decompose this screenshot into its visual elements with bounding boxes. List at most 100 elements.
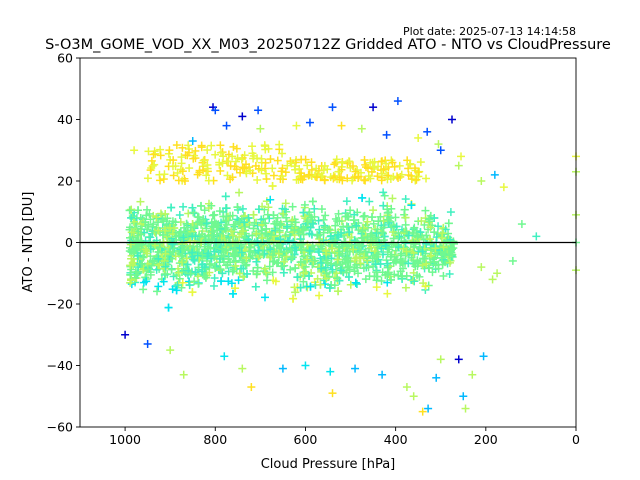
scatter-point [265, 262, 274, 271]
x-tick-label: 400 [384, 432, 408, 447]
scatter-point [430, 214, 439, 223]
scatter-point [228, 152, 237, 161]
scatter-point [226, 240, 235, 249]
scatter-point [138, 259, 147, 268]
scatter-point [316, 280, 325, 289]
scatter-point [217, 277, 226, 286]
scatter-point [141, 245, 150, 254]
scatter-point [281, 231, 290, 240]
scatter-point [361, 247, 370, 256]
y-tick-label: 40 [57, 112, 73, 127]
scatter-point [326, 367, 335, 376]
scatter-point [177, 283, 186, 292]
scatter-point [434, 222, 443, 231]
x-tick-label: 1000 [109, 432, 141, 447]
scatter-point [317, 264, 326, 273]
scatter-point [407, 253, 416, 262]
scatter-point [146, 270, 155, 279]
scatter-point [221, 223, 230, 232]
scatter-point [353, 237, 362, 246]
scatter-point [383, 289, 392, 298]
scatter-point [216, 265, 225, 274]
scatter-point [148, 161, 157, 170]
scatter-point [281, 199, 290, 208]
scatter-point [237, 155, 246, 164]
scatter-point [384, 269, 393, 278]
scatter-point [144, 265, 153, 274]
scatter-point [328, 103, 337, 112]
scatter-point [171, 252, 180, 261]
scatter-point [252, 229, 261, 238]
scatter-point [333, 274, 342, 283]
scatter-point [293, 273, 302, 282]
scatter-point [351, 278, 360, 287]
scatter-point [320, 221, 329, 230]
scatter-point [196, 201, 205, 210]
scatter-point [281, 232, 290, 241]
scatter-point [179, 233, 188, 242]
scatter-point [312, 173, 321, 182]
scatter-point [167, 265, 176, 274]
scatter-point [420, 254, 429, 263]
scatter-point [383, 259, 392, 268]
y-tick-label: −40 [47, 358, 73, 373]
scatter-point [259, 250, 268, 259]
scatter-point [442, 237, 451, 246]
scatter-point [426, 223, 435, 232]
scatter-point [210, 210, 219, 219]
scatter-point [221, 192, 230, 201]
scatter-point [184, 141, 193, 150]
scatter-point [308, 216, 317, 225]
scatter-point [425, 263, 434, 272]
scatter-point [229, 142, 238, 151]
scatter-point [355, 241, 364, 250]
scatter-point [218, 269, 227, 278]
scatter-point [345, 265, 354, 274]
scatter-point [179, 202, 188, 211]
scatter-point [188, 203, 197, 212]
scatter-point [360, 211, 369, 220]
scatter-point [175, 228, 184, 237]
scatter-point [306, 282, 315, 291]
chart-title: S-O3M_GOME_VOD_XX_M03_20250712Z Gridded … [45, 37, 611, 53]
scatter-point [181, 176, 190, 185]
scatter-point [130, 146, 139, 155]
scatter-point [297, 240, 306, 249]
scatter-point [210, 247, 219, 256]
scatter-point [143, 339, 152, 348]
scatter-point [202, 219, 211, 228]
scatter-point [180, 245, 189, 254]
scatter-point [379, 201, 388, 210]
scatter-point [256, 124, 265, 133]
scatter-point [127, 254, 136, 263]
scatter-point [310, 244, 319, 253]
scatter-point [382, 130, 391, 139]
scatter-point [307, 158, 316, 167]
scatter-point [342, 222, 351, 231]
scatter-point [264, 144, 273, 153]
scatter-point [280, 205, 289, 214]
scatter-point [300, 200, 309, 209]
scatter-point [186, 269, 195, 278]
scatter-point [238, 364, 247, 373]
scatter-point [132, 242, 141, 251]
x-axis-ticks: 1000 800 600 400 200 0 [109, 427, 580, 447]
scatter-point [367, 229, 376, 238]
scatter-point [383, 215, 392, 224]
scatter-point [272, 259, 281, 268]
scatter-point [152, 213, 161, 222]
scatter-point [134, 206, 143, 215]
scatter-point [445, 269, 454, 278]
scatter-point [299, 230, 308, 239]
scatter-point [246, 166, 255, 175]
scatter-point [215, 158, 224, 167]
scatter-point [248, 142, 257, 151]
scatter-point [397, 249, 406, 258]
scatter-point [321, 223, 330, 232]
scatter-point [169, 156, 178, 165]
scatter-point [434, 140, 443, 149]
scatter-point [191, 146, 200, 155]
scatter-point [128, 212, 137, 221]
scatter-point [376, 259, 385, 268]
